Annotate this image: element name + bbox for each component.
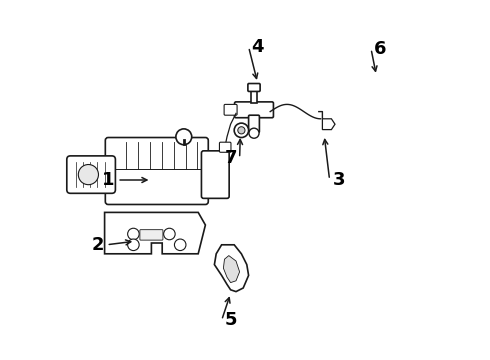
Circle shape xyxy=(249,128,259,138)
Circle shape xyxy=(127,228,139,240)
FancyBboxPatch shape xyxy=(140,230,163,240)
FancyBboxPatch shape xyxy=(235,102,273,118)
Text: 6: 6 xyxy=(374,40,386,58)
FancyBboxPatch shape xyxy=(105,138,208,204)
Polygon shape xyxy=(215,245,248,292)
Text: 2: 2 xyxy=(91,236,104,254)
FancyBboxPatch shape xyxy=(224,104,237,115)
FancyBboxPatch shape xyxy=(248,84,260,91)
Circle shape xyxy=(176,129,192,145)
FancyBboxPatch shape xyxy=(67,156,116,193)
Text: 4: 4 xyxy=(251,38,264,56)
Polygon shape xyxy=(223,256,240,283)
Polygon shape xyxy=(322,119,335,130)
Text: 5: 5 xyxy=(224,311,237,329)
Circle shape xyxy=(234,123,248,138)
Text: 3: 3 xyxy=(332,171,345,189)
Circle shape xyxy=(78,165,98,185)
Text: 1: 1 xyxy=(102,171,115,189)
FancyBboxPatch shape xyxy=(201,151,229,198)
Circle shape xyxy=(238,127,245,134)
Circle shape xyxy=(174,239,186,251)
FancyBboxPatch shape xyxy=(220,142,231,152)
Circle shape xyxy=(164,228,175,240)
Text: 7: 7 xyxy=(224,149,237,167)
Polygon shape xyxy=(104,212,205,254)
FancyBboxPatch shape xyxy=(248,115,259,132)
Circle shape xyxy=(127,239,139,251)
Bar xyxy=(251,90,257,103)
